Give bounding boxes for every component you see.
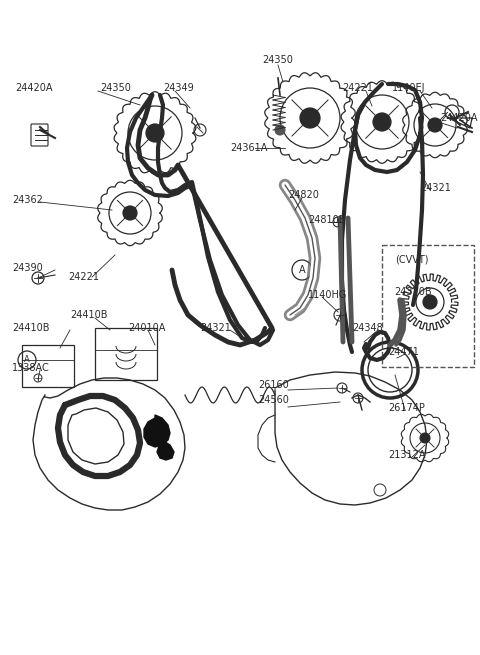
Text: 24349: 24349 (163, 83, 194, 93)
Text: A: A (24, 356, 30, 364)
Text: 24370B: 24370B (394, 287, 432, 297)
Circle shape (373, 113, 391, 131)
Polygon shape (144, 415, 170, 447)
Text: 24420A: 24420A (440, 113, 478, 123)
Text: 24390: 24390 (12, 263, 43, 273)
Bar (95, 328, 157, 380)
Circle shape (146, 124, 164, 142)
Text: 21312A: 21312A (388, 450, 425, 460)
Text: A: A (299, 265, 305, 275)
Text: 26160: 26160 (258, 380, 289, 390)
Text: 1140EJ: 1140EJ (392, 83, 425, 93)
Text: 24221: 24221 (68, 272, 99, 282)
Text: 24820: 24820 (288, 190, 319, 200)
Text: 24560: 24560 (258, 395, 289, 405)
Circle shape (420, 433, 430, 443)
Text: 24321: 24321 (420, 183, 451, 193)
Text: 24471: 24471 (388, 347, 419, 357)
Circle shape (275, 125, 285, 135)
Text: 26174P: 26174P (388, 403, 425, 413)
Polygon shape (157, 440, 174, 460)
Circle shape (123, 206, 137, 220)
Bar (382, 245, 474, 367)
Text: 24810B: 24810B (308, 215, 346, 225)
Text: 24420A: 24420A (15, 83, 52, 93)
Text: 1140HG: 1140HG (308, 290, 348, 300)
Text: 1338AC: 1338AC (12, 363, 50, 373)
Text: 24350: 24350 (100, 83, 131, 93)
Text: 24362: 24362 (12, 195, 43, 205)
Text: 24221: 24221 (342, 83, 373, 93)
Bar (22, 345, 74, 387)
Text: (CVVT): (CVVT) (395, 255, 429, 265)
Text: 24410B: 24410B (12, 323, 49, 333)
Polygon shape (68, 408, 124, 464)
Text: 24361A: 24361A (230, 143, 267, 153)
Text: 24350: 24350 (262, 55, 293, 65)
Circle shape (428, 118, 442, 132)
Text: 24010A: 24010A (128, 323, 166, 333)
Circle shape (423, 295, 437, 309)
Text: 24321: 24321 (200, 323, 231, 333)
Text: 24410B: 24410B (70, 310, 108, 320)
Circle shape (300, 108, 320, 128)
Text: 24348: 24348 (352, 323, 383, 333)
